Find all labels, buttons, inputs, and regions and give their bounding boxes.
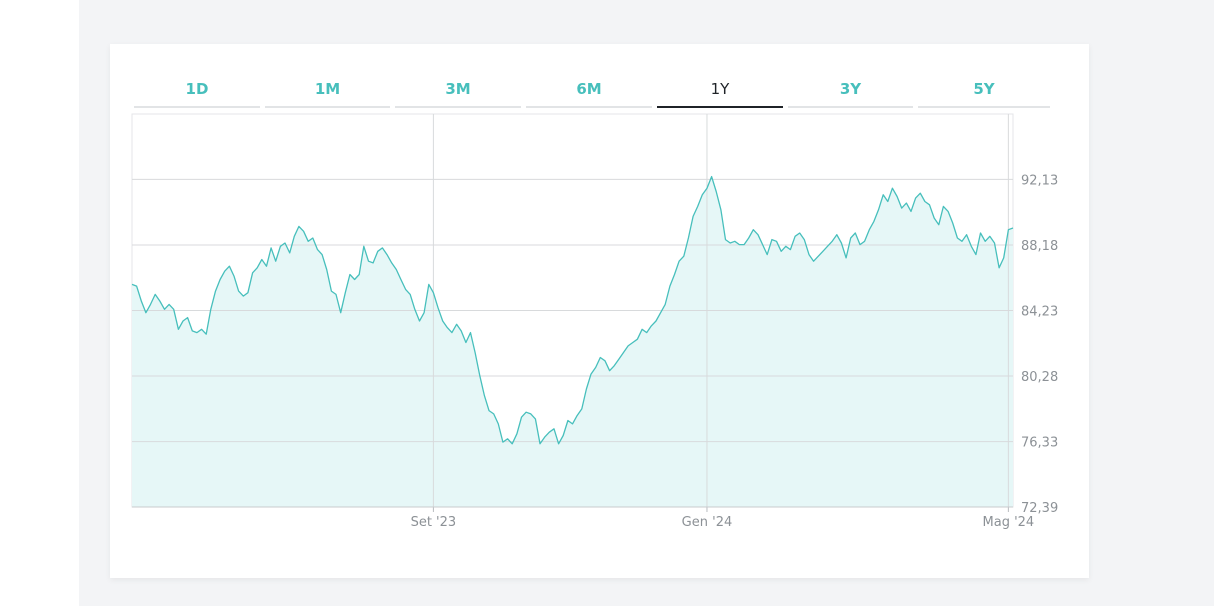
tab-3y[interactable]: 3Y <box>788 72 913 108</box>
y-tick-label: 76,33 <box>1021 436 1058 451</box>
x-tick-label: Mag '24 <box>983 515 1035 530</box>
y-tick-label: 88,18 <box>1021 239 1058 254</box>
x-tick-label: Set '23 <box>411 515 457 530</box>
period-tabs: 1D 1M 3M 6M 1Y 3Y 5Y <box>134 72 1050 108</box>
y-tick-label: 92,13 <box>1021 173 1058 188</box>
y-tick-label: 84,23 <box>1021 305 1058 320</box>
tab-1m[interactable]: 1M <box>265 72 390 108</box>
x-tick-label: Gen '24 <box>682 515 733 530</box>
y-tick-label: 72,39 <box>1021 501 1058 516</box>
price-line <box>131 175 1014 445</box>
y-tick-label: 80,28 <box>1021 370 1058 385</box>
tab-3m[interactable]: 3M <box>395 72 521 108</box>
tab-5y[interactable]: 5Y <box>918 72 1050 108</box>
tab-6m[interactable]: 6M <box>526 72 652 108</box>
area-fill <box>132 176 1013 507</box>
tab-1d[interactable]: 1D <box>134 72 260 108</box>
tab-1y[interactable]: 1Y <box>657 72 783 108</box>
